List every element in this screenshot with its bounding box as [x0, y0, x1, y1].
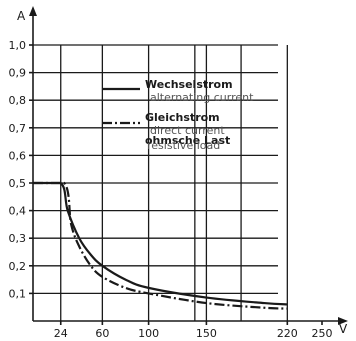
legend-label-ohmsche-last: ohmsche Last: [145, 134, 230, 147]
legend-label-direct-current: direct current: [150, 124, 225, 137]
y-tick-label-4: 0,5: [9, 177, 27, 190]
y-tick-label-6: 0,7: [9, 122, 27, 135]
legend-label-wechselstrom: Wechselstrom: [145, 78, 233, 91]
x-axis-arrow: [338, 317, 348, 325]
y-tick-label-2: 0,3: [9, 232, 27, 245]
y-tick-label-9: 1,0: [9, 39, 27, 52]
legend-label-resistive-load: resistive load: [147, 139, 220, 152]
series-line-1: [33, 181, 288, 310]
y-tick-label-0: 0,1: [9, 287, 27, 300]
x-tick-label-1: 60: [95, 327, 109, 340]
x-tick-label-2: 100: [138, 327, 159, 340]
y-tick-label-3: 0,4: [9, 205, 27, 218]
legend: Wechselstrom alternating current Gleichs…: [102, 78, 254, 152]
y-tick-label-5: 0,6: [9, 149, 27, 162]
y-tick-label-1: 0,2: [9, 260, 27, 273]
y-tick-label-8: 0,9: [9, 67, 27, 80]
x-tick-label-3: 150: [196, 327, 217, 340]
y-axis-unit: A: [17, 9, 26, 23]
legend-label-alternating-current: alternating current: [150, 91, 254, 104]
axes: [29, 6, 348, 325]
series-line-0: [33, 181, 288, 306]
y-axis-arrow: [29, 6, 37, 16]
x-axis-unit: V: [339, 322, 348, 336]
grid: [33, 44, 288, 321]
legend-label-gleichstrom: Gleichstrom: [145, 111, 220, 124]
x-tick-label-0: 24: [54, 327, 68, 340]
x-tick-label-5: 250: [312, 327, 333, 340]
x-tick-label-4: 220: [277, 327, 298, 340]
series-lines: [33, 181, 288, 310]
y-tick-label-7: 0,8: [9, 94, 27, 107]
tick-labels: 0,1 0,2 0,3 0,4 0,5 0,6 0,7 0,8 0,9 1,0 24 60 100 150…: [9, 39, 333, 340]
